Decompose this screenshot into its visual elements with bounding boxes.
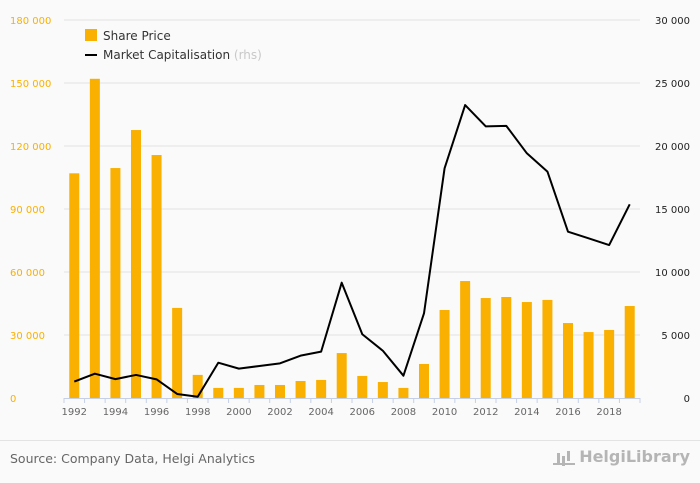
bar-share-price-2004 (316, 379, 327, 398)
bar-share-price-2007 (377, 382, 388, 398)
bar-share-price-2018 (604, 329, 615, 398)
left-axis-tick-label: 120 000 (10, 142, 51, 153)
bar-share-price-2006 (357, 375, 368, 398)
bar-share-price-1998 (192, 374, 203, 398)
footer-divider (0, 440, 700, 441)
x-axis-tick-label: 2010 (432, 407, 457, 418)
bar-share-price-2019 (624, 306, 635, 398)
x-axis-tick-label: 2014 (514, 407, 539, 418)
x-axis-tick-label: 1996 (144, 407, 169, 418)
bar-share-price-2014 (521, 302, 532, 398)
left-axis-tick-label: 60 000 (10, 268, 45, 279)
chart: 0 30 000 60 000 90 000 120 000 150 000 180 000… (10, 16, 690, 418)
x-axis-tick-label: 1992 (62, 407, 87, 418)
x-axis-tick-label: 2002 (267, 407, 292, 418)
right-axis-tick-label: 25 000 (655, 79, 690, 90)
bar-share-price-1993 (89, 78, 100, 399)
bar-share-price-2015 (542, 299, 553, 398)
bar-share-price-2005 (336, 353, 347, 398)
left-axis-tick-label: 150 000 (10, 79, 51, 90)
left-axis-tick-label: 0 (10, 394, 16, 405)
right-axis-tick-label: 10 000 (655, 268, 690, 279)
bar-share-price-1992 (69, 173, 80, 398)
bar-share-price-2013 (501, 296, 512, 398)
right-axis-tick-label: 5 000 (661, 331, 690, 342)
library-icon (553, 449, 576, 465)
helgi-library-logo[interactable]: HelgiLibrary (553, 447, 690, 466)
bar-share-price-2011 (460, 281, 471, 398)
legend-label-market-cap: Market Capitalisation (rhs) (103, 48, 262, 62)
bar-share-price-2010 (439, 310, 450, 398)
bar-share-price-1995 (131, 130, 141, 399)
legend-label-share-price: Share Price (103, 29, 171, 43)
right-axis-tick-label: 0 (684, 394, 690, 405)
bar-share-price-1996 (151, 155, 162, 398)
right-axis-tick-label: 15 000 (655, 205, 690, 216)
bar-share-price-2000 (233, 387, 244, 398)
bar-share-price-1994 (110, 168, 121, 398)
bar-share-price-2012 (480, 298, 491, 398)
left-axis-tick-label: 90 000 (10, 205, 45, 216)
left-axis-tick-label: 30 000 (10, 331, 45, 342)
x-axis-tick-label: 2016 (555, 407, 580, 418)
right-axis-tick-label: 30 000 (655, 16, 690, 27)
right-axis-tick-label: 20 000 (655, 142, 690, 153)
x-axis-tick-label: 1998 (185, 407, 210, 418)
bar-share-price-2009 (419, 363, 429, 398)
bar-share-price-2003 (295, 380, 306, 398)
x-axis-tick-label: 1994 (103, 407, 128, 418)
logo-text: HelgiLibrary (579, 447, 690, 466)
x-axis-tick-label: 2004 (308, 407, 333, 418)
bar-share-price-2002 (275, 384, 285, 398)
x-axis-tick-label: 2000 (226, 407, 251, 418)
legend-swatch-share-price (85, 29, 97, 41)
x-axis-tick-label: 2018 (596, 407, 621, 418)
bar-share-price-2001 (254, 384, 265, 398)
bar-share-price-1997 (172, 307, 183, 398)
x-axis-tick-label: 2012 (473, 407, 498, 418)
bar-share-price-2016 (563, 323, 573, 398)
x-axis-tick-label: 2008 (391, 407, 416, 418)
source-note: Source: Company Data, Helgi Analytics (10, 451, 256, 466)
line-market-capitalisation (73, 104, 631, 398)
bar-share-price-1999 (213, 387, 224, 398)
left-axis-tick-label: 180 000 (10, 16, 51, 27)
bar-share-price-2008 (398, 387, 409, 398)
legend-rhs-note: (rhs) (234, 48, 262, 62)
bar-share-price-2017 (583, 332, 594, 398)
x-axis-tick-label: 2006 (350, 407, 375, 418)
